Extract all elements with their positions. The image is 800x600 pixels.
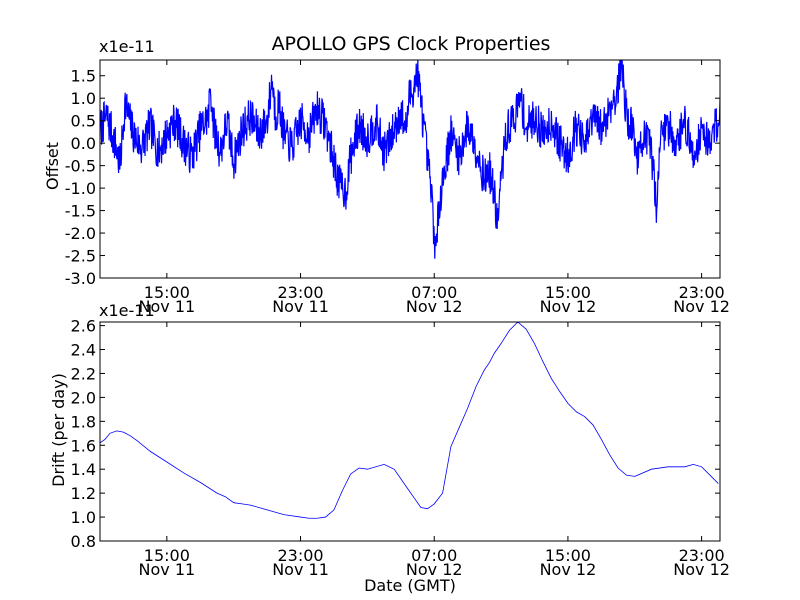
y-tick-label: -2.5 [65, 247, 96, 266]
y-tick-label: -3.0 [65, 269, 96, 288]
plot-frame [99, 59, 721, 279]
y-tick-label: -1.0 [65, 179, 96, 198]
plot-frame [99, 321, 721, 542]
top-scale-label: x1e-11 [99, 37, 155, 56]
x-tick-label-date: Nov 12 [406, 560, 463, 579]
x-tick-label-time: 23:00 [679, 283, 725, 302]
x-tick-label-time: 07:00 [411, 283, 457, 302]
x-tick-label-date: Nov 12 [540, 297, 597, 316]
x-tick-label-time: 23:00 [277, 283, 323, 302]
y-tick-label: 1.6 [71, 436, 96, 455]
x-tick-label-date: Nov 12 [540, 560, 597, 579]
y-tick-label: 0.5 [71, 112, 96, 131]
bottom-scale-label: x1e-11 [99, 301, 155, 320]
y-tick-label: -0.5 [65, 157, 96, 176]
y-tick-label: 1.0 [71, 508, 96, 527]
y-tick-label: -2.0 [65, 224, 96, 243]
y-tick-label: 2.2 [71, 364, 96, 383]
x-tick-label-date: Nov 12 [673, 560, 730, 579]
series-line-offset [100, 60, 720, 259]
chart-title: APOLLO GPS Clock Properties [272, 33, 551, 55]
bottom-y-axis-label: Drift (per day) [49, 373, 68, 487]
y-tick-label: 1.0 [71, 89, 96, 108]
x-tick-label-time: 15:00 [545, 283, 591, 302]
y-tick-label: 1.5 [71, 67, 96, 86]
top-y-axis-label: Offset [43, 142, 62, 190]
offset-plot: -3.0 -2.5 -2.0 -1.5 -1.0 -0.5 0.0 0.5 1.0 1.5 15:0… [65, 59, 730, 316]
x-tick-label-time: 23:00 [679, 546, 725, 565]
x-tick-label-date: Nov 11 [272, 560, 329, 579]
y-tick-label: 1.8 [71, 412, 96, 431]
x-tick-label-date: Nov 11 [139, 297, 196, 316]
y-tick-label: 0.0 [71, 134, 96, 153]
x-tick-label-time: 15:00 [545, 546, 591, 565]
y-tick-label: 1.2 [71, 484, 96, 503]
y-tick-label: 2.4 [71, 341, 96, 360]
x-tick-label-time: 15:00 [144, 283, 190, 302]
series-line-drift [100, 322, 719, 519]
y-tick-label: 1.4 [71, 460, 96, 479]
x-tick-label-date: Nov 11 [272, 297, 329, 316]
x-tick-label-time: 15:00 [144, 546, 190, 565]
y-tick-label: 2.0 [71, 388, 96, 407]
x-tick-label-date: Nov 11 [139, 560, 196, 579]
y-tick-label: 2.6 [71, 317, 96, 336]
x-tick-label-time: 23:00 [277, 546, 323, 565]
bottom-x-axis-label: Date (GMT) [364, 576, 456, 595]
x-tick-label-time: 07:00 [411, 546, 457, 565]
x-tick-label-date: Nov 12 [406, 297, 463, 316]
y-tick-label: 0.8 [71, 532, 96, 551]
y-tick-label: -1.5 [65, 202, 96, 221]
x-tick-label-date: Nov 12 [673, 297, 730, 316]
